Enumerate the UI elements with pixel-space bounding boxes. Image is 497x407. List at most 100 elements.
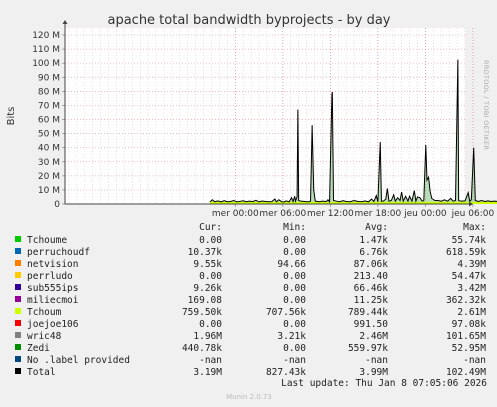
legend-value-max: 362.32k (446, 295, 486, 306)
rrdtool-credit: RRDTOOL / TOBI OETIKER (482, 60, 490, 150)
legend-value-avg: 559.97k (348, 343, 388, 354)
legend-value-cur: 0.00 (199, 271, 222, 282)
y-tick-label: 0 (54, 200, 60, 210)
y-tick-label: 60 M (38, 116, 60, 126)
series-layer (209, 59, 497, 204)
y-tick-label: 70 M (38, 101, 60, 111)
legend-value-cur: 9.55k (193, 259, 222, 270)
legend-value-max: 52.95M (452, 343, 487, 354)
legend-value-min: 0.00 (283, 247, 306, 258)
legend-value-cur: 440.78k (182, 343, 222, 354)
legend-name: Tchoum (27, 307, 62, 318)
legend-value-avg: 6.76k (359, 247, 388, 258)
legend-swatch (15, 248, 21, 254)
grid (65, 28, 474, 204)
legend-swatch (15, 344, 21, 350)
legend-name: sub555ips (27, 283, 78, 294)
y-tick-label: 20 M (38, 172, 60, 182)
legend-name: miliecmoi (27, 295, 79, 306)
legend-swatch (15, 284, 21, 290)
series-line-total (209, 59, 497, 204)
legend-value-avg: 3.99M (359, 367, 388, 378)
legend-value-min: 0.00 (283, 235, 306, 246)
x-tick-label: mer 06:00 (259, 209, 306, 219)
legend-name: perruchoudf (27, 247, 90, 258)
y-tick-label: 50 M (38, 130, 60, 140)
legend-name: No .label provided (27, 355, 130, 366)
x-tick-label: mer 18:00 (354, 209, 401, 219)
legend-swatch (15, 236, 21, 242)
legend-value-avg: -nan (365, 355, 388, 366)
x-tick-label: mer 12:00 (307, 209, 354, 219)
legend-header-min: Min: (283, 222, 306, 233)
y-tick-label: 90 M (38, 73, 60, 83)
legend-value-cur: 3.19M (193, 367, 222, 378)
series-band-tchoum (209, 201, 497, 204)
legend-value-avg: 991.50 (354, 319, 389, 330)
legend-value-cur: 0.00 (199, 319, 222, 330)
x-tick-label: mer 00:00 (212, 209, 259, 219)
legend-value-min: 3.21k (277, 331, 306, 342)
legend-value-max: -nan (463, 355, 486, 366)
legend-name: wric48 (27, 331, 62, 342)
axes: 0 10 M 20 M 30 M 40 M 50 M 60 M 70 M 80 M 90 M 100… (32, 20, 494, 219)
x-tick-label: jeu 06:00 (451, 209, 495, 219)
legend-value-min: 0.00 (283, 271, 306, 282)
y-axis-arrow (62, 20, 68, 24)
legend-value-cur: 0.00 (199, 235, 222, 246)
x-tick-label: jeu 00:00 (403, 209, 447, 219)
legend-value-avg: 66.46k (354, 283, 389, 294)
y-tick-label: 110 M (32, 45, 60, 55)
legend-value-max: 2.61M (457, 307, 486, 318)
legend-value-cur: 169.08 (188, 295, 223, 306)
legend-value-max: 4.39M (457, 259, 486, 270)
munin-version: Munin 2.0.73 (226, 393, 272, 401)
legend-swatch (15, 332, 21, 338)
legend-value-min: 707.56k (266, 307, 306, 318)
legend-value-max: 3.42M (457, 283, 486, 294)
y-tick-label: 100 M (32, 59, 60, 69)
legend-swatch (15, 272, 21, 278)
legend-value-min: 0.00 (283, 283, 306, 294)
legend-value-max: 55.74k (452, 235, 487, 246)
legend-value-avg: 1.47k (359, 235, 388, 246)
legend-swatch (15, 356, 21, 362)
legend-value-avg: 11.25k (354, 295, 389, 306)
legend-value-min: 94.66 (277, 259, 306, 270)
legend-value-min: 0.00 (283, 319, 306, 330)
y-tick-label: 10 M (38, 186, 60, 196)
y-tick-label: 80 M (38, 87, 60, 97)
legend-name: Total (27, 367, 56, 378)
legend-value-min: 827.43k (266, 367, 306, 378)
last-update: Last update: Thu Jan 8 07:05:06 2026 (281, 378, 487, 389)
y-tick-label: 40 M (38, 144, 60, 154)
legend: Cur: Min: Avg: Max:Tchoume 0.00 0.00 1.47k 55.7… (15, 222, 486, 378)
legend-value-avg: 213.40 (354, 271, 389, 282)
legend-name: netvision (27, 259, 78, 270)
y-tick-label: 120 M (32, 31, 60, 41)
chart-title: apache total bandwidth byprojects - by d… (107, 13, 390, 28)
legend-swatch (15, 260, 21, 266)
legend-header-max: Max: (463, 222, 486, 233)
legend-value-min: 0.00 (283, 343, 306, 354)
x-axis-arrow (469, 201, 473, 207)
legend-name: Tchoume (27, 235, 67, 246)
legend-value-max: 102.49M (446, 367, 486, 378)
y-axis-label: Bits (6, 107, 17, 126)
legend-value-cur: 759.50k (182, 307, 222, 318)
legend-header-avg: Avg: (365, 222, 388, 233)
legend-swatch (15, 368, 21, 374)
legend-swatch (15, 320, 21, 326)
legend-swatch (15, 308, 21, 314)
legend-value-avg: 789.44k (348, 307, 388, 318)
legend-value-max: 97.08k (452, 319, 487, 330)
legend-value-cur: 10.37k (188, 247, 223, 258)
legend-value-avg: 87.06k (354, 259, 389, 270)
legend-value-cur: -nan (199, 355, 222, 366)
legend-value-min: 0.00 (283, 295, 306, 306)
legend-value-max: 618.59k (446, 247, 486, 258)
legend-name: perrludo (27, 271, 73, 282)
legend-value-max: 101.65M (446, 331, 486, 342)
legend-value-max: 54.47k (452, 271, 487, 282)
